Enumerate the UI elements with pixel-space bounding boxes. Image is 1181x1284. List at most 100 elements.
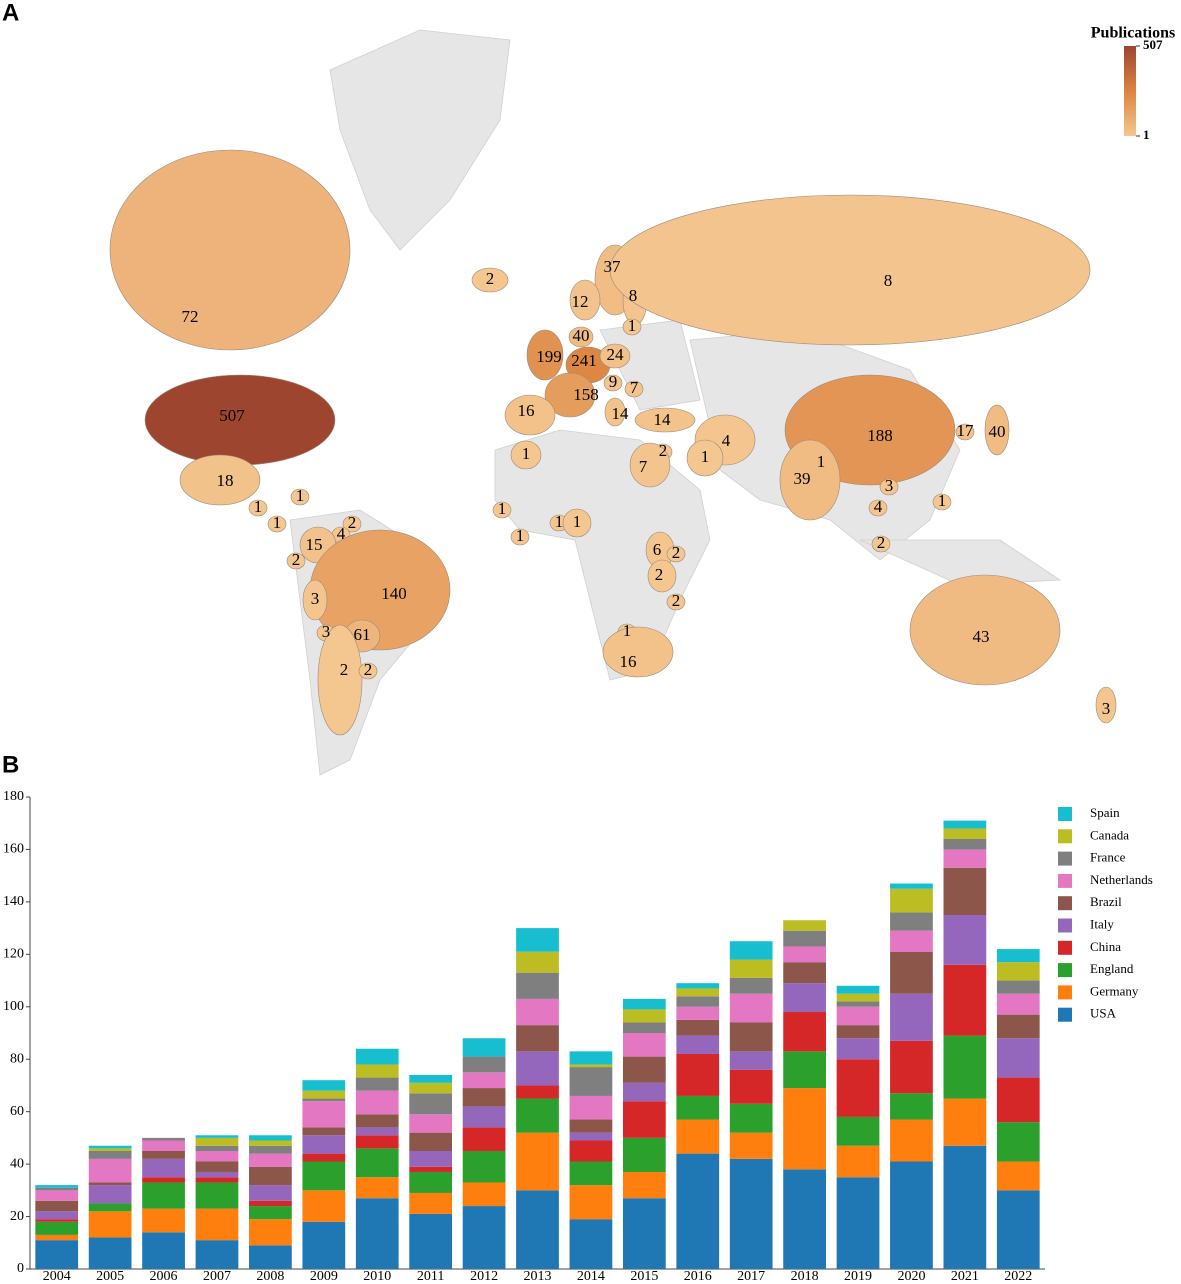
bar-segment <box>729 977 773 994</box>
bar-segment <box>249 1153 292 1167</box>
colorbar-tick-label: 507 <box>1143 37 1163 52</box>
country-value: 18 <box>217 471 234 490</box>
bar-segment <box>676 1006 720 1020</box>
x-tick-label: 2008 <box>256 1269 284 1284</box>
country <box>568 326 594 348</box>
bar-segment <box>409 1074 453 1083</box>
country-value: 1 <box>522 444 531 463</box>
legend-swatch <box>1058 873 1072 888</box>
country-value: 1 <box>516 526 525 545</box>
legend-label: China <box>1090 939 1121 954</box>
country-value: 9 <box>609 372 618 391</box>
country-value: 1 <box>273 513 282 532</box>
legend-label: Netherlands <box>1090 872 1153 887</box>
y-tick-label: 180 <box>3 789 24 804</box>
y-tick-label: 160 <box>3 842 24 857</box>
panel-label: A <box>2 0 19 26</box>
country-value: 1 <box>938 491 947 510</box>
legend-title: Publications <box>1091 25 1175 42</box>
country <box>562 508 592 538</box>
country-value: 2 <box>659 441 668 460</box>
country <box>634 407 696 433</box>
bar-segment <box>516 928 559 952</box>
bar-segment <box>462 1151 506 1183</box>
bar-segment <box>516 951 559 973</box>
country <box>544 372 596 418</box>
bar-segment <box>462 1206 506 1269</box>
country-value: 188 <box>867 426 893 445</box>
bar-segment <box>569 1119 613 1133</box>
bar-segment <box>836 1038 880 1060</box>
bar-segment <box>890 993 933 1041</box>
bar-segment <box>35 1187 79 1191</box>
legend-swatch <box>1058 829 1072 844</box>
bar-segment <box>622 1033 666 1057</box>
bar-segment <box>195 1208 239 1241</box>
bar-segment <box>996 1190 1040 1269</box>
bar-segment <box>409 1114 453 1133</box>
bar-segment <box>516 1098 559 1133</box>
legend-label: Italy <box>1090 916 1114 931</box>
bar-segment <box>676 1095 720 1120</box>
x-tick-label: 2006 <box>150 1269 178 1284</box>
bar-segment <box>249 1245 292 1269</box>
country-value: 1 <box>296 486 305 505</box>
bar-segment <box>836 1006 880 1026</box>
bar-segment <box>996 949 1040 963</box>
bar-segment <box>355 1127 399 1136</box>
bar-segment <box>195 1151 239 1162</box>
bar-segment <box>676 988 720 997</box>
country-value: 2 <box>340 660 349 679</box>
country-value: 1 <box>573 512 582 531</box>
country-value: 72 <box>182 307 199 326</box>
bar-segment <box>783 962 826 984</box>
bar-segment <box>88 1158 132 1183</box>
country <box>603 374 623 392</box>
country-value: 3 <box>322 622 331 641</box>
country-value: 17 <box>957 421 975 440</box>
bar-segment <box>516 998 559 1026</box>
bar-segment <box>729 959 773 978</box>
x-tick-label: 2014 <box>577 1269 605 1284</box>
country-value: 1 <box>254 497 263 516</box>
country <box>932 493 952 511</box>
bar-segment <box>783 930 826 947</box>
bar-segment <box>569 1185 613 1220</box>
bar-segment <box>35 1185 79 1188</box>
bar-segment <box>516 1051 559 1086</box>
country <box>510 440 542 470</box>
bar-segment <box>88 1145 132 1149</box>
country-value: 40 <box>573 326 590 345</box>
legend-label: England <box>1090 961 1134 976</box>
bar-segment <box>569 1064 613 1068</box>
country-value: 2 <box>486 269 495 288</box>
bar-segment <box>729 1069 773 1104</box>
bar-segment <box>302 1080 346 1091</box>
country <box>955 423 975 441</box>
bar-segment <box>836 1059 880 1117</box>
country-value: 1 <box>623 621 632 640</box>
bar-segment <box>943 915 987 965</box>
country <box>1095 686 1117 724</box>
country-value: 1 <box>701 447 710 466</box>
bar-segment <box>355 1148 399 1178</box>
bar-segment <box>302 1221 346 1269</box>
bar-segment <box>996 1161 1040 1191</box>
country-value: 1 <box>498 499 507 518</box>
land <box>329 29 511 251</box>
x-tick-label: 2009 <box>310 1269 338 1284</box>
legend-label: USA <box>1090 1006 1117 1021</box>
x-tick-label: 2018 <box>791 1269 819 1284</box>
country <box>358 662 378 680</box>
bar-segment <box>890 1040 933 1094</box>
bar-segment <box>462 1072 506 1089</box>
bar-segment <box>249 1145 292 1154</box>
bar-segment <box>409 1151 453 1167</box>
bar-segment <box>355 1177 399 1199</box>
bar-segment <box>676 1019 720 1036</box>
y-tick-label: 0 <box>17 1261 24 1276</box>
bar-segment <box>35 1234 79 1241</box>
bar-segment <box>249 1140 292 1146</box>
country <box>629 442 671 488</box>
bar-segment <box>783 1051 826 1089</box>
